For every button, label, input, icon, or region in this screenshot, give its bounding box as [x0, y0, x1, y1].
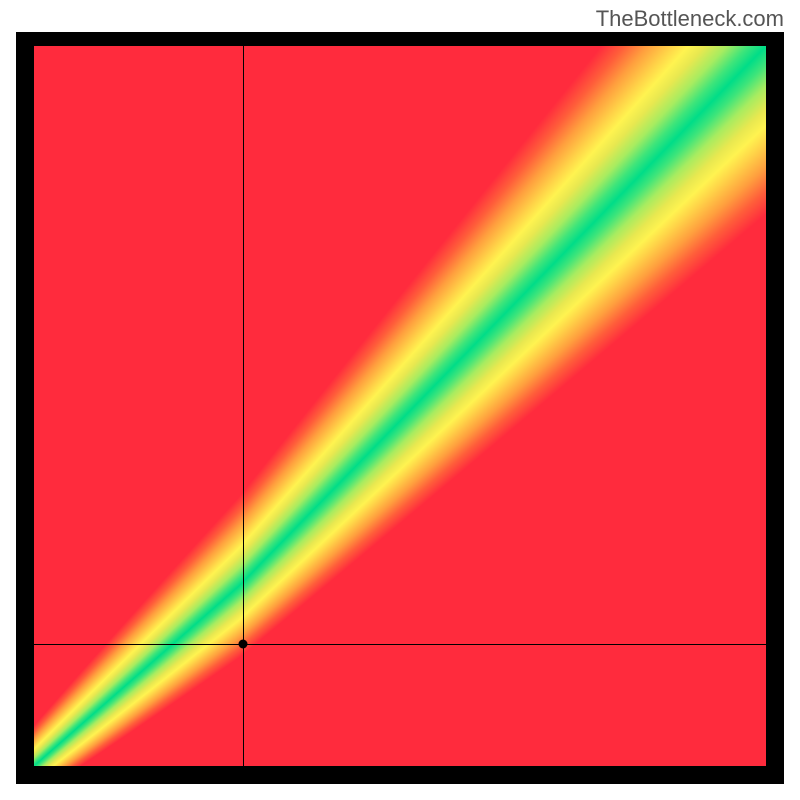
watermark-text: TheBottleneck.com — [596, 6, 784, 32]
plot-frame — [16, 32, 784, 784]
heatmap-canvas — [34, 46, 766, 766]
chart-container: TheBottleneck.com — [0, 0, 800, 800]
marker-dot — [238, 639, 247, 648]
heatmap-plot — [34, 46, 766, 766]
